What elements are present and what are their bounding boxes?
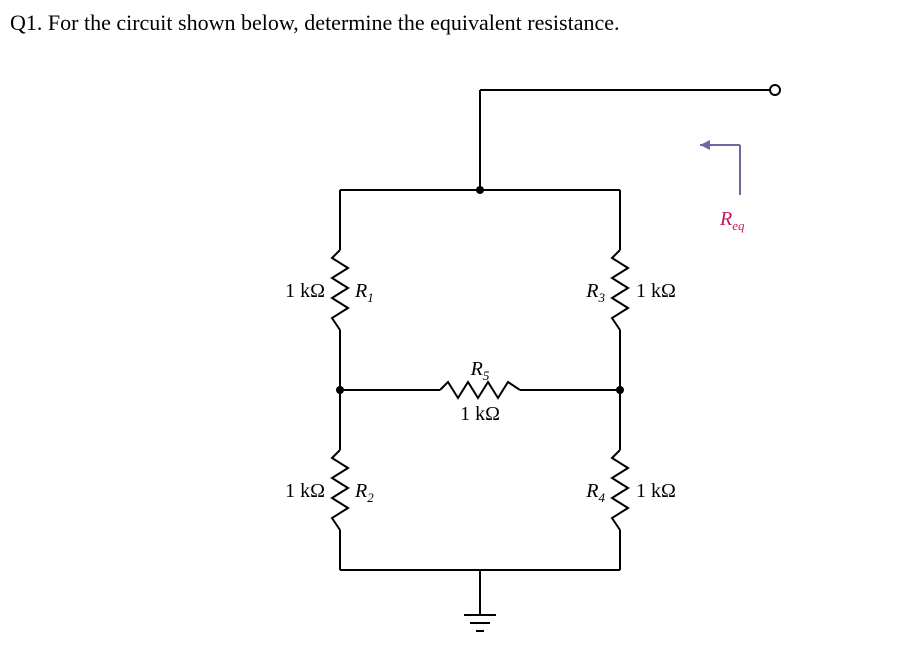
wires [340,90,770,615]
r4-value: 1 kΩ [636,480,676,502]
r1-name: R1 [354,280,374,305]
resistor-r4 [612,450,628,530]
r3-value: 1 kΩ [636,280,676,302]
req-label: Req [719,208,745,233]
node-right-mid [616,386,624,394]
resistor-r1 [332,250,348,330]
circuit-diagram: 1 kΩ R1 1 kΩ R2 R3 1 kΩ R4 1 kΩ R5 1 kΩ … [0,0,901,663]
node-left-mid [336,386,344,394]
terminal-open [770,85,780,95]
req-arrow [700,140,740,195]
r3-name: R3 [585,280,605,305]
ground-symbol [464,615,496,631]
resistor-r2 [332,450,348,530]
resistor-r5 [440,382,520,398]
node-top [476,186,484,194]
r4-name: R4 [585,480,605,505]
r5-name: R5 [470,358,490,383]
r5-value: 1 kΩ [460,403,500,425]
resistor-r3 [612,250,628,330]
r2-value: 1 kΩ [285,480,325,502]
r1-value: 1 kΩ [285,280,325,302]
r2-name: R2 [354,480,374,505]
